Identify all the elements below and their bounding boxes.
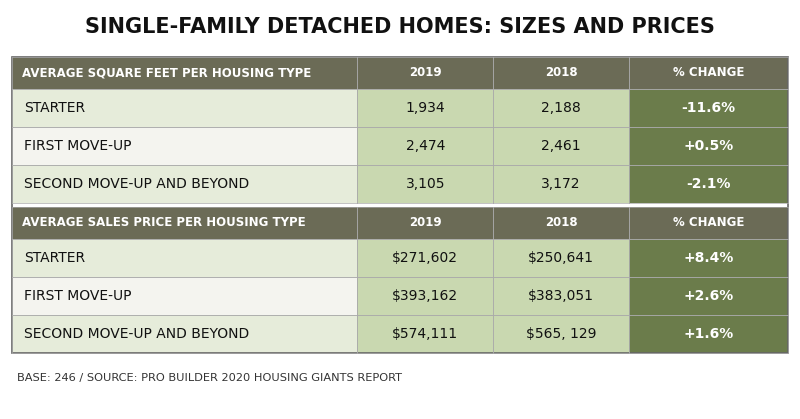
Text: $383,051: $383,051 xyxy=(528,289,594,303)
Text: $250,641: $250,641 xyxy=(528,251,594,265)
Text: +8.4%: +8.4% xyxy=(683,251,734,265)
Bar xyxy=(358,165,493,203)
Text: +0.5%: +0.5% xyxy=(683,139,734,153)
Bar xyxy=(12,89,358,127)
Bar xyxy=(358,239,493,277)
Text: 3,172: 3,172 xyxy=(542,177,581,191)
Bar xyxy=(493,277,629,315)
Bar xyxy=(358,277,493,315)
Bar xyxy=(12,277,358,315)
Text: SECOND MOVE-UP AND BEYOND: SECOND MOVE-UP AND BEYOND xyxy=(24,177,250,191)
Text: SECOND MOVE-UP AND BEYOND: SECOND MOVE-UP AND BEYOND xyxy=(24,327,250,341)
Text: $574,111: $574,111 xyxy=(392,327,458,341)
Bar xyxy=(629,127,788,165)
Bar xyxy=(358,57,493,89)
Bar xyxy=(358,127,493,165)
Bar xyxy=(629,239,788,277)
Text: SINGLE-FAMILY DETACHED HOMES: SIZES AND PRICES: SINGLE-FAMILY DETACHED HOMES: SIZES AND … xyxy=(85,17,715,37)
Text: 2019: 2019 xyxy=(409,217,442,230)
Text: FIRST MOVE-UP: FIRST MOVE-UP xyxy=(24,289,131,303)
Text: 2018: 2018 xyxy=(545,217,578,230)
Text: AVERAGE SQUARE FEET PER HOUSING TYPE: AVERAGE SQUARE FEET PER HOUSING TYPE xyxy=(22,67,311,80)
Bar xyxy=(12,57,358,89)
Bar xyxy=(358,315,493,353)
Text: AVERAGE SALES PRICE PER HOUSING TYPE: AVERAGE SALES PRICE PER HOUSING TYPE xyxy=(22,217,306,230)
Text: STARTER: STARTER xyxy=(24,251,85,265)
Text: +1.6%: +1.6% xyxy=(683,327,734,341)
Bar xyxy=(629,277,788,315)
Text: $271,602: $271,602 xyxy=(392,251,458,265)
Bar xyxy=(493,127,629,165)
Bar xyxy=(358,89,493,127)
Text: 1,934: 1,934 xyxy=(406,101,445,115)
Text: $565, 129: $565, 129 xyxy=(526,327,596,341)
Bar xyxy=(493,89,629,127)
Text: +2.6%: +2.6% xyxy=(683,289,734,303)
Bar xyxy=(358,207,493,239)
Bar xyxy=(493,165,629,203)
Bar xyxy=(629,89,788,127)
Bar xyxy=(12,239,358,277)
Bar xyxy=(12,207,358,239)
Bar xyxy=(493,57,629,89)
Text: 2,474: 2,474 xyxy=(406,139,445,153)
Text: -11.6%: -11.6% xyxy=(682,101,735,115)
Bar xyxy=(629,165,788,203)
Text: % CHANGE: % CHANGE xyxy=(673,67,744,80)
Bar xyxy=(12,127,358,165)
Bar xyxy=(493,315,629,353)
Text: BASE: 246 / SOURCE: PRO BUILDER 2020 HOUSING GIANTS REPORT: BASE: 246 / SOURCE: PRO BUILDER 2020 HOU… xyxy=(17,373,402,383)
Text: 2,461: 2,461 xyxy=(542,139,581,153)
Bar xyxy=(629,315,788,353)
Text: FIRST MOVE-UP: FIRST MOVE-UP xyxy=(24,139,131,153)
Bar xyxy=(493,207,629,239)
Bar xyxy=(629,57,788,89)
Bar xyxy=(629,207,788,239)
Bar xyxy=(12,57,788,353)
Text: 3,105: 3,105 xyxy=(406,177,445,191)
Text: -2.1%: -2.1% xyxy=(686,177,730,191)
Bar xyxy=(12,165,358,203)
Bar xyxy=(12,315,358,353)
Bar xyxy=(493,239,629,277)
Text: % CHANGE: % CHANGE xyxy=(673,217,744,230)
Text: $393,162: $393,162 xyxy=(392,289,458,303)
Text: 2019: 2019 xyxy=(409,67,442,80)
Text: 2,188: 2,188 xyxy=(541,101,581,115)
Text: STARTER: STARTER xyxy=(24,101,85,115)
Text: 2018: 2018 xyxy=(545,67,578,80)
